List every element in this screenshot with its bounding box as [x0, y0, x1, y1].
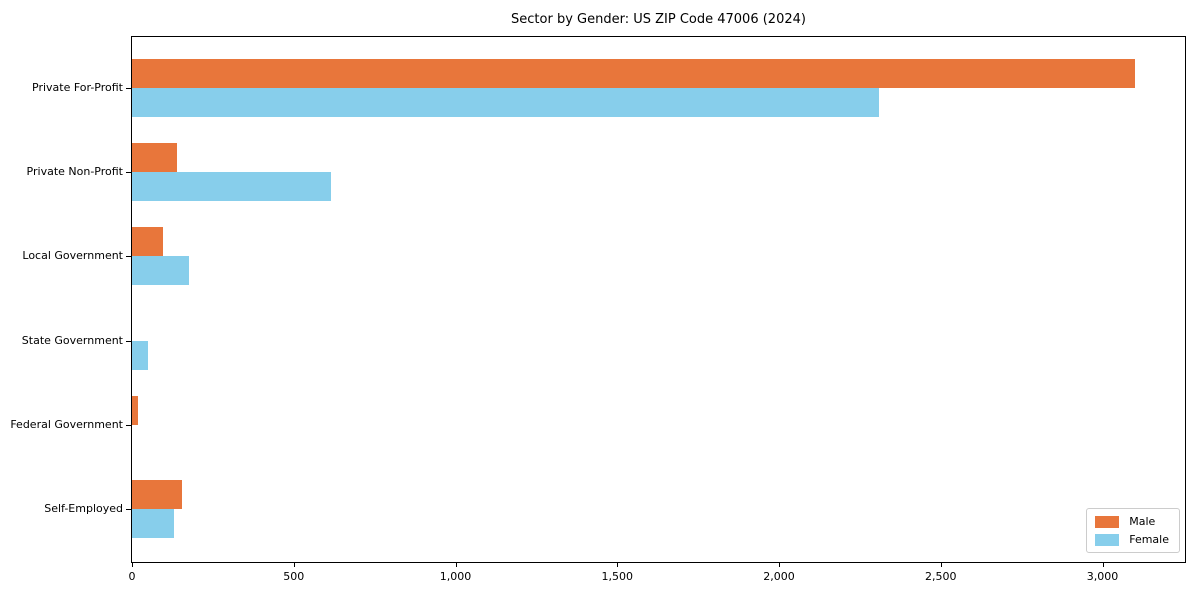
bar-female-2 [132, 172, 331, 202]
y-tick-label: Private Non-Profit [26, 165, 123, 179]
y-tick-label: Local Government [22, 249, 123, 263]
x-tick-mark [132, 563, 133, 567]
y-tick-label: Private For-Profit [32, 81, 123, 94]
y-tick-mark [126, 88, 131, 89]
y-tick-mark [126, 256, 131, 258]
legend-item-female: Female [1095, 533, 1169, 546]
x-tick-label: 0 [128, 570, 136, 583]
y-tick-label: Self-Employed [44, 502, 123, 515]
x-tick-label: 1,000 [439, 570, 472, 583]
legend: Male Female [1086, 508, 1180, 553]
y-tick-mark [126, 340, 131, 342]
bar-female-6 [132, 509, 175, 538]
bar-male-6 [132, 480, 183, 509]
plot-area: Male Female [131, 36, 1186, 563]
x-tick-mark [617, 563, 619, 567]
x-tick-mark [293, 563, 295, 567]
bar-male-3 [132, 227, 163, 257]
bar-female-4 [132, 340, 149, 370]
bar-female-3 [132, 256, 189, 286]
legend-item-male: Male [1095, 515, 1169, 528]
y-tick-mark [126, 172, 131, 174]
x-tick-label: 2,000 [763, 570, 795, 583]
x-tick-label: 2,500 [925, 570, 957, 583]
y-tick-mark [126, 424, 131, 426]
x-tick-label: 500 [283, 570, 305, 583]
x-tick-mark [1102, 563, 1104, 567]
bar-female-1 [132, 88, 880, 117]
bar-male-2 [132, 143, 178, 173]
legend-swatch-male-icon [1095, 515, 1120, 528]
y-tick-label: State Government [21, 333, 123, 347]
legend-swatch-female-icon [1095, 533, 1120, 546]
legend-label-male: Male [1129, 515, 1156, 528]
y-tick-mark [126, 509, 131, 510]
y-tick-label: Federal Government [10, 417, 123, 431]
x-tick-mark [779, 563, 780, 567]
bar-male-1 [132, 59, 1135, 88]
bar-male-5 [132, 395, 139, 425]
x-tick-label: 3,000 [1086, 570, 1119, 583]
x-tick-mark [455, 563, 457, 567]
chart-title: Sector by Gender: US ZIP Code 47006 (202… [511, 12, 806, 27]
x-tick-mark [940, 563, 942, 567]
x-tick-label: 1,500 [601, 570, 634, 583]
legend-label-female: Female [1129, 533, 1169, 546]
